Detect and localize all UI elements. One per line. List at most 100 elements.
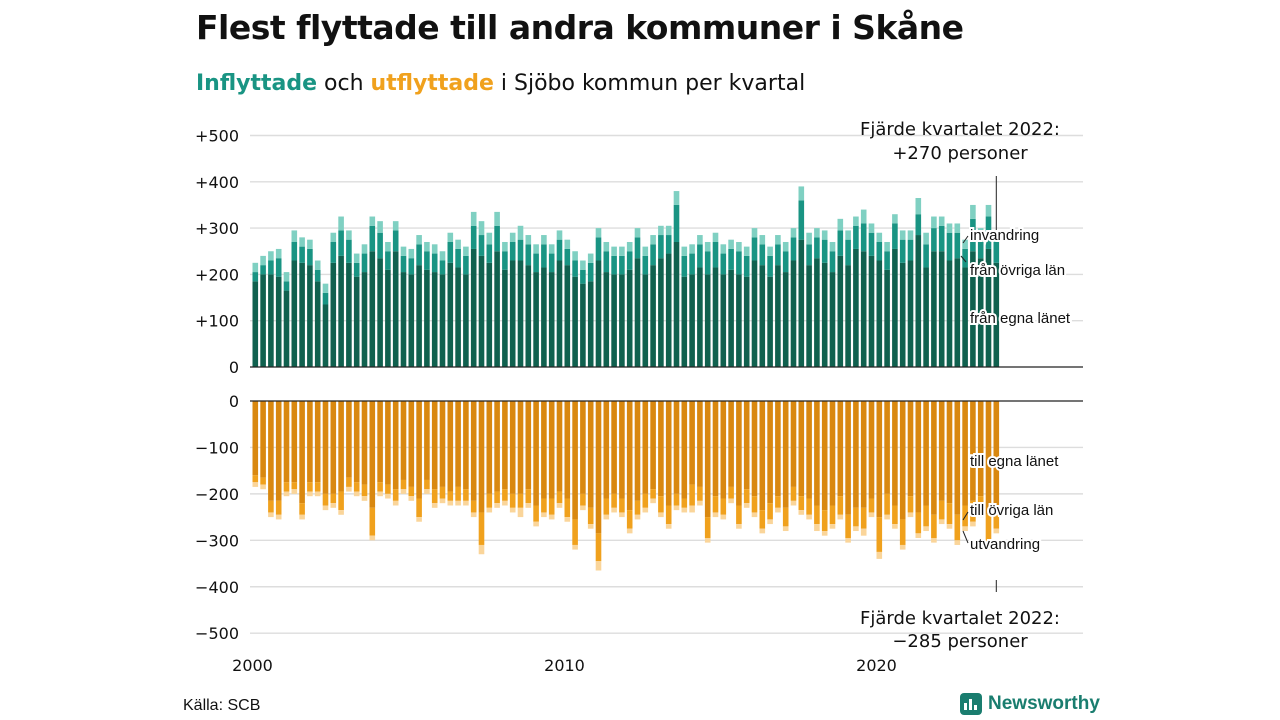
bar-out-emigration — [361, 496, 368, 501]
bar-in-other-counties — [283, 281, 290, 291]
bar-in-other-counties — [275, 258, 282, 277]
bar-out-other-counties — [338, 491, 344, 511]
leader-line — [962, 235, 969, 244]
bar-in-own-county — [268, 274, 274, 367]
bar-out-other-counties — [650, 489, 656, 499]
bar-in-other-counties — [517, 239, 524, 261]
bar-in-own-county — [977, 258, 984, 367]
bar-out-own-county — [985, 401, 992, 515]
bar-out-other-counties — [970, 500, 976, 522]
bar-in-own-county — [743, 276, 750, 367]
bar-in-immigration — [377, 221, 383, 233]
bar-out-own-county — [619, 401, 625, 499]
bar-in-immigration — [697, 235, 703, 245]
bar-out-own-county — [697, 401, 703, 487]
bar-in-immigration — [486, 232, 493, 245]
bar-out-other-counties — [743, 489, 750, 504]
bar-in-other-counties — [260, 265, 266, 275]
bar-out-other-counties — [260, 477, 266, 485]
bar-in-own-county — [845, 265, 851, 367]
bar-out-own-county — [307, 401, 313, 483]
bar-in-own-county — [509, 260, 516, 367]
bar-out-other-counties — [572, 519, 578, 545]
bar-out-own-county — [299, 401, 305, 504]
bar-out-other-counties — [845, 514, 851, 538]
bar-out-own-county — [603, 401, 610, 499]
bar-in-other-counties — [478, 235, 485, 256]
bar-in-own-county — [299, 262, 305, 367]
bar-in-other-counties — [580, 269, 586, 284]
bar-out-other-counties — [478, 512, 485, 545]
bar-out-emigration — [517, 507, 524, 518]
bar-in-immigration — [478, 221, 485, 236]
bar-out-own-county — [502, 401, 508, 490]
bar-out-emigration — [860, 528, 867, 536]
bar-in-other-counties — [400, 255, 407, 273]
bar-out-other-counties — [322, 493, 329, 506]
bar-out-emigration — [697, 500, 703, 506]
bar-in-own-county — [533, 272, 539, 367]
bar-out-own-county — [821, 401, 828, 511]
x-tick-label: 2010 — [544, 656, 585, 675]
bar-in-own-county — [970, 251, 976, 367]
leader-line — [962, 530, 969, 544]
bar-in-other-counties — [853, 225, 859, 249]
bar-in-immigration — [665, 225, 672, 236]
bar-in-other-counties — [860, 223, 867, 252]
bar-in-own-county — [837, 255, 844, 367]
bar-in-own-county — [408, 274, 415, 367]
bar-out-emigration — [751, 512, 758, 518]
bar-in-own-county — [634, 258, 641, 367]
bar-in-own-county — [587, 281, 594, 367]
bar-in-other-counties — [736, 251, 742, 275]
bar-out-emigration — [806, 514, 812, 520]
bar-out-other-counties — [806, 498, 812, 515]
bar-out-own-county — [829, 401, 836, 506]
bar-in-other-counties — [681, 255, 688, 277]
bar-out-emigration — [767, 519, 773, 525]
bar-in-own-county — [283, 290, 290, 367]
bar-out-emigration — [899, 544, 906, 550]
bar-out-other-counties — [728, 486, 734, 499]
bar-out-other-counties — [720, 498, 727, 515]
bar-out-other-counties — [759, 510, 766, 529]
bar-out-own-county — [876, 401, 883, 518]
bar-out-other-counties — [533, 505, 539, 522]
bar-in-own-county — [954, 258, 961, 367]
bar-in-own-county — [346, 262, 352, 367]
leader-line — [962, 511, 969, 521]
bar-in-other-counties — [486, 244, 493, 263]
bar-in-immigration — [915, 198, 922, 215]
bar-in-other-counties — [829, 251, 836, 273]
bar-in-other-counties — [455, 248, 461, 268]
bar-out-own-county — [494, 401, 500, 492]
bar-in-immigration — [502, 241, 508, 252]
bar-out-emigration — [712, 512, 719, 518]
bar-out-other-counties — [619, 498, 625, 513]
bar-out-own-county — [385, 401, 391, 485]
bar-out-emigration — [759, 528, 766, 534]
bar-in-own-county — [946, 260, 953, 367]
bar-in-other-counties — [837, 230, 844, 256]
bar-in-other-counties — [868, 232, 875, 256]
bar-out-emigration — [572, 544, 578, 550]
bar-in-own-county — [580, 283, 586, 367]
bar-in-other-counties — [899, 239, 906, 263]
bar-out-emigration — [634, 514, 641, 520]
bar-out-other-counties — [946, 503, 953, 525]
bar-out-emigration — [408, 496, 415, 501]
bar-out-emigration — [470, 512, 477, 518]
bar-in-other-counties — [611, 255, 617, 275]
source-note: Källa: SCB — [183, 697, 261, 714]
bar-in-own-county — [759, 265, 766, 367]
bar-out-emigration — [416, 517, 422, 522]
bar-in-immigration — [798, 186, 805, 201]
bar-in-other-counties — [845, 239, 851, 266]
bar-out-emigration — [447, 500, 454, 506]
bar-out-emigration — [502, 500, 508, 506]
bar-out-other-counties — [876, 517, 883, 552]
bar-out-own-county — [790, 401, 797, 487]
bar-in-immigration — [580, 260, 586, 270]
bar-out-emigration — [291, 489, 298, 494]
